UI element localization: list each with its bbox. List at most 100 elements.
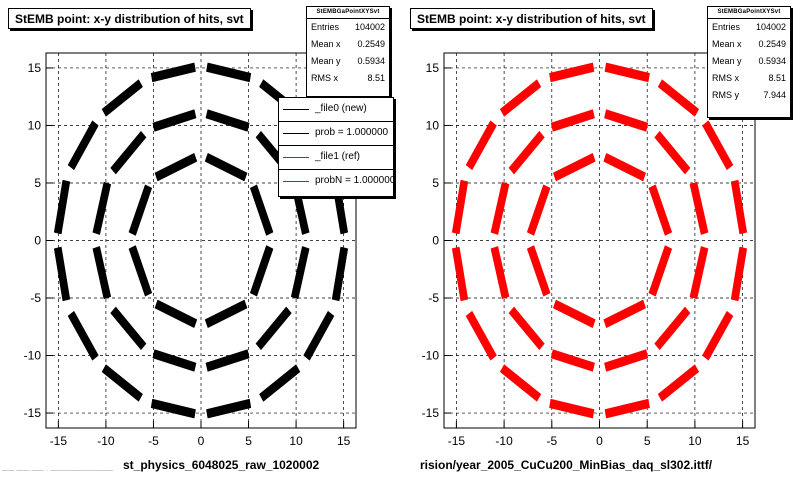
right-y-tick-label: -10 — [422, 349, 440, 363]
legend-label: probN = 1.000000 — [315, 175, 394, 186]
legend-swatch — [283, 157, 309, 158]
legend-swatch — [283, 133, 309, 134]
right-hit-ladder — [465, 310, 497, 361]
right-chart-xlabel: rision/year_2005_CuCu200_MinBias_daq_sl3… — [420, 458, 713, 472]
right-hit-ladder — [549, 62, 595, 83]
left-stats-box: StEMBGaPointXYSvt Entries 104002 Mean x 0.… — [306, 6, 390, 97]
left-hit-ladder — [53, 246, 71, 302]
stats-label: Entries — [311, 22, 340, 32]
right-hit-ladder — [603, 152, 647, 182]
left-hit-ladder — [67, 120, 99, 171]
right-hit-ladder — [689, 181, 709, 235]
left-x-tick-label: 0 — [198, 434, 205, 448]
left-stats-meany-row: Mean y 0.5934 — [307, 53, 389, 70]
right-hit-ladder — [654, 306, 691, 351]
left-x-tick-label: -5 — [148, 434, 159, 448]
left-hit-ladder — [204, 152, 248, 182]
stats-label: Mean x — [712, 39, 742, 49]
stats-value: 0.2549 — [758, 39, 786, 49]
right-hit-ladder — [465, 120, 497, 171]
right-y-tick-label: -5 — [428, 291, 439, 305]
legend-entry: prob = 1.000000 — [279, 122, 393, 146]
left-x-tick-label: 10 — [289, 434, 303, 448]
stats-label: RMS y — [712, 90, 739, 100]
right-x-tick-label: -5 — [546, 434, 557, 448]
left-hit-ladder — [128, 245, 153, 297]
stats-value: 104002 — [354, 22, 385, 32]
stats-label: Entries — [712, 22, 741, 32]
legend-swatch — [283, 109, 309, 110]
right-hit-ladder — [451, 246, 469, 302]
right-stats-meany-row: Mean y 0.5934 — [708, 53, 790, 70]
left-y-tick-label: 10 — [28, 118, 42, 132]
left-hit-ladder — [205, 349, 250, 372]
stats-label: RMS x — [712, 73, 739, 83]
left-stats-rmsx-row: RMS x 8.51 — [307, 70, 389, 87]
left-hit-ladder — [101, 79, 143, 117]
right-hit-ladder — [657, 364, 700, 402]
right-hit-ladder — [499, 79, 542, 117]
stats-value: 7.944 — [763, 90, 786, 100]
right-hit-ladder — [689, 246, 709, 300]
left-y-tick-label: -15 — [24, 406, 42, 420]
left-hit-ladder — [303, 310, 335, 361]
left-hit-ladder — [67, 310, 99, 361]
left-hit-ladder — [128, 184, 153, 236]
stats-value: 8.51 — [367, 73, 385, 83]
right-stats-header: StEMBGaPointXYSvt — [708, 7, 790, 19]
footer-note: —— ——·—— · —————————— — [2, 468, 114, 474]
right-stats-meanx-row: Mean x 0.2549 — [708, 36, 790, 53]
right-chart-title: StEMB point: x-y distribution of hits, s… — [410, 8, 653, 29]
right-hit-ladder — [526, 184, 551, 236]
left-stats-meanx-row: Mean x 0.2549 — [307, 36, 389, 53]
right-hit-ladder — [508, 130, 545, 175]
stats-label: Mean x — [311, 39, 341, 49]
left-hit-ladder — [204, 299, 248, 329]
left-x-tick-label: -15 — [50, 434, 68, 448]
stats-label: RMS x — [311, 73, 338, 83]
left-hit-ladder — [290, 246, 310, 300]
legend-swatch — [283, 181, 309, 182]
right-hit-ladder — [604, 62, 650, 83]
stats-value: 104002 — [755, 22, 786, 32]
left-hit-ladder — [152, 349, 197, 372]
right-stats-entries-row: Entries 104002 — [708, 19, 790, 36]
right-hit-ladder — [508, 306, 545, 351]
right-hit-ladder — [526, 245, 551, 297]
right-stats-box: StEMBGaPointXYSvt Entries 104002 Mean x 0.… — [707, 6, 791, 118]
left-hit-ladder — [206, 62, 252, 83]
left-hit-ladder — [154, 152, 198, 182]
left-hit-ladder — [101, 364, 143, 402]
right-y-tick-label: 10 — [426, 118, 440, 132]
right-hit-ladder — [604, 349, 649, 372]
left-x-tick-label: -10 — [97, 434, 115, 448]
right-hit-ladder — [552, 299, 596, 329]
legend-entry: probN = 1.000000 — [279, 170, 393, 193]
left-y-tick-label: 5 — [34, 176, 41, 190]
right-hit-ladder — [604, 398, 650, 419]
right-stats-rmsy-row: RMS y 7.944 — [708, 87, 790, 104]
right-hit-ladder — [702, 120, 734, 171]
right-hit-ladder — [603, 299, 647, 329]
left-y-tick-label: 15 — [28, 61, 42, 75]
left-hit-ladder — [259, 364, 301, 402]
left-hit-ladder — [249, 184, 274, 236]
right-hit-ladder — [552, 152, 596, 182]
right-x-tick-label: 10 — [688, 434, 702, 448]
left-hit-ladder — [53, 179, 71, 235]
stats-label: Mean y — [311, 56, 341, 66]
right-x-tick-label: 0 — [596, 434, 603, 448]
left-hit-ladder — [150, 62, 196, 83]
right-hit-ladder — [490, 246, 510, 300]
left-hit-ladder — [150, 398, 196, 419]
right-x-tick-label: -15 — [448, 434, 466, 448]
left-hit-ladder — [110, 130, 147, 175]
right-hit-ladder — [648, 245, 673, 297]
left-hit-ladder — [255, 306, 292, 351]
left-hit-ladder — [331, 246, 349, 302]
right-y-tick-label: 5 — [432, 176, 439, 190]
left-y-tick-label: -5 — [30, 291, 41, 305]
left-hit-ladder — [205, 109, 250, 132]
legend-label: _file1 (ref) — [315, 151, 361, 162]
left-hit-ladder — [249, 245, 274, 297]
